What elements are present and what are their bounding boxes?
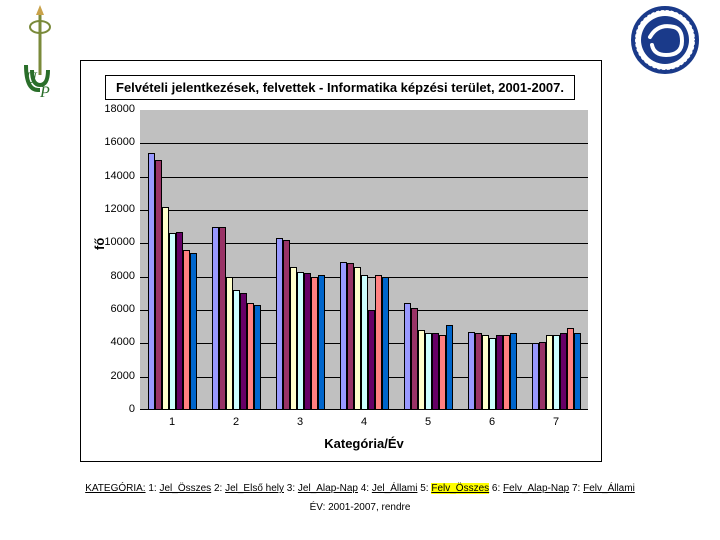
gridline: [140, 210, 588, 211]
bar: [574, 333, 581, 410]
gridline: [140, 177, 588, 178]
bar: [468, 332, 475, 410]
bar: [290, 267, 297, 410]
x-axis-label: Kategória/Év: [140, 436, 588, 451]
bar: [283, 240, 290, 410]
legend: KATEGÓRIA: 1: Jel_Összes 2: Jel_Első hel…: [20, 483, 700, 513]
bar: [368, 310, 375, 410]
bar: [311, 277, 318, 410]
plot-area: [140, 110, 588, 410]
bar: [446, 325, 453, 410]
bar: [318, 275, 325, 410]
bar: [503, 335, 510, 410]
x-tick-label: 5: [418, 416, 438, 428]
bar: [382, 277, 389, 410]
bar: [169, 233, 176, 410]
bar: [219, 227, 226, 410]
y-tick-label: 2000: [85, 370, 135, 382]
bar: [304, 273, 311, 410]
bar: [439, 335, 446, 410]
bar: [482, 335, 489, 410]
bar: [162, 207, 169, 410]
bar: [347, 263, 354, 410]
x-tick-label: 2: [226, 416, 246, 428]
bar: [276, 238, 283, 410]
bar: [240, 293, 247, 410]
bar: [254, 305, 261, 410]
bar: [475, 333, 482, 410]
bar: [539, 342, 546, 410]
bar: [546, 335, 553, 410]
bar: [411, 308, 418, 410]
bar: [404, 303, 411, 410]
logo-left: U P: [20, 5, 60, 105]
y-tick-label: 12000: [85, 203, 135, 215]
bar: [553, 335, 560, 410]
bar: [183, 250, 190, 410]
y-tick-label: 14000: [85, 170, 135, 182]
legend-line-2: ÉV: 2001-2007, rendre: [20, 502, 700, 513]
y-tick-label: 0: [85, 403, 135, 415]
logo-right: [630, 5, 700, 75]
x-tick-label: 3: [290, 416, 310, 428]
bar: [496, 335, 503, 410]
bar: [418, 330, 425, 410]
y-tick-label: 4000: [85, 336, 135, 348]
bar: [212, 227, 219, 410]
y-tick-label: 8000: [85, 270, 135, 282]
bar: [190, 253, 197, 410]
chart-title-text: Felvételi jelentkezések, felvettek - Inf…: [105, 75, 575, 100]
svg-text:P: P: [39, 84, 50, 101]
bar: [510, 333, 517, 410]
x-tick-label: 1: [162, 416, 182, 428]
x-tick-label: 6: [482, 416, 502, 428]
bar: [148, 153, 155, 410]
bar: [226, 277, 233, 410]
bar: [247, 303, 254, 410]
bar: [176, 232, 183, 410]
legend-line-1: KATEGÓRIA: 1: Jel_Összes 2: Jel_Első hel…: [20, 483, 700, 494]
bar: [155, 160, 162, 410]
bar: [489, 338, 496, 410]
svg-text:U: U: [25, 70, 38, 87]
bar: [375, 275, 382, 410]
x-tick-label: 4: [354, 416, 374, 428]
gridline: [140, 143, 588, 144]
bar: [340, 262, 347, 410]
bar: [560, 333, 567, 410]
bar: [432, 333, 439, 410]
bar: [354, 267, 361, 410]
gridline: [140, 243, 588, 244]
y-tick-label: 16000: [85, 136, 135, 148]
bar: [532, 343, 539, 410]
y-tick-label: 18000: [85, 103, 135, 115]
bar: [297, 272, 304, 410]
x-tick-label: 7: [546, 416, 566, 428]
bar: [233, 290, 240, 410]
y-tick-label: 6000: [85, 303, 135, 315]
chart-title: Felvételi jelentkezések, felvettek - Inf…: [80, 75, 600, 100]
y-tick-label: 10000: [85, 236, 135, 248]
bar: [361, 275, 368, 410]
bar: [425, 333, 432, 410]
bar: [567, 328, 574, 410]
